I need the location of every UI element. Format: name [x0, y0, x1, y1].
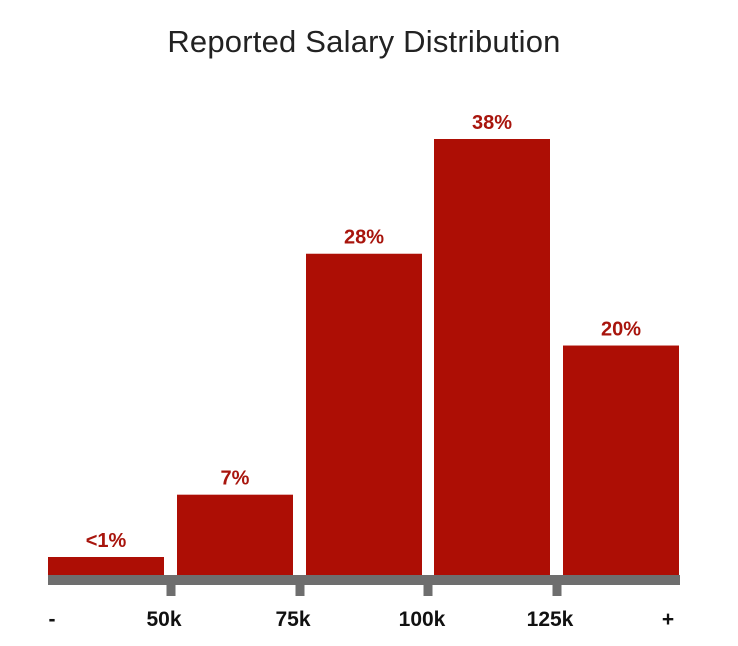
bar-value-label: 7% [221, 468, 250, 490]
bar [48, 557, 164, 576]
x-axis-tick [552, 584, 562, 596]
bar-value-label: 28% [344, 227, 384, 249]
bar-value-label: <1% [86, 530, 127, 552]
x-tick-label: - [49, 608, 56, 631]
bar [306, 253, 422, 576]
x-axis-tick [423, 584, 433, 596]
x-tick-label: 125k [527, 608, 574, 631]
bar [434, 139, 550, 576]
bar-value-label: 38% [472, 112, 512, 134]
x-axis-line [48, 575, 680, 585]
x-tick-label: 100k [399, 608, 446, 631]
x-tick-label: + [662, 608, 674, 631]
chart-title: Reported Salary Distribution [167, 24, 561, 59]
bar [563, 345, 679, 576]
bar [177, 494, 293, 576]
x-axis-tick [166, 584, 176, 596]
x-tick-label: 75k [275, 608, 310, 631]
x-tick-label: 50k [146, 608, 181, 631]
x-axis-tick [295, 584, 305, 596]
bar-value-label: 20% [601, 319, 641, 341]
